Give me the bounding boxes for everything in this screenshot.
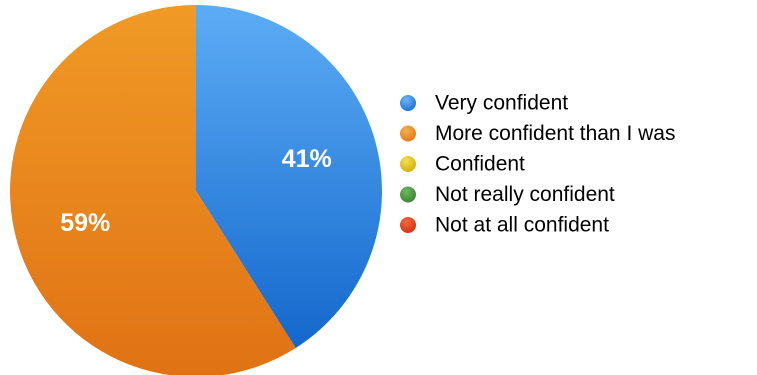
pie-slice-very-confident: [196, 5, 383, 349]
legend-swatch-confident: [400, 156, 416, 172]
slice-label-more-confident-than-i-was: 59%: [60, 209, 110, 237]
legend-label-confident: Confident: [435, 153, 525, 176]
legend-label-very-confident: Very confident: [435, 92, 568, 115]
legend-label-not-at-all-confident: Not at all confident: [435, 214, 609, 237]
slice-label-very-confident: 41%: [282, 145, 332, 173]
legend-item-very-confident: Very confident: [400, 92, 568, 115]
legend-label-more-confident-than-i-was: More confident than I was: [435, 122, 675, 145]
slice-labels: 41% 59%: [60, 145, 332, 237]
legend-label-not-really-confident: Not really confident: [435, 183, 615, 206]
legend-swatch-not-really-confident: [400, 186, 416, 203]
legend-swatch-not-at-all-confident: [400, 217, 416, 233]
legend-item-not-really-confident: Not really confident: [400, 183, 615, 206]
legend: Very confident More confident than I was C…: [400, 92, 675, 237]
legend-item-not-at-all-confident: Not at all confident: [400, 214, 609, 237]
legend-swatch-more-confident-than-i-was: [400, 125, 416, 142]
legend-item-confident: Confident: [400, 153, 525, 176]
legend-item-more-confident-than-i-was: More confident than I was: [400, 122, 675, 145]
pie-slices: [10, 5, 383, 375]
pie-slice-more-confident-than-i-was: [10, 5, 296, 375]
legend-swatch-very-confident: [400, 95, 416, 111]
